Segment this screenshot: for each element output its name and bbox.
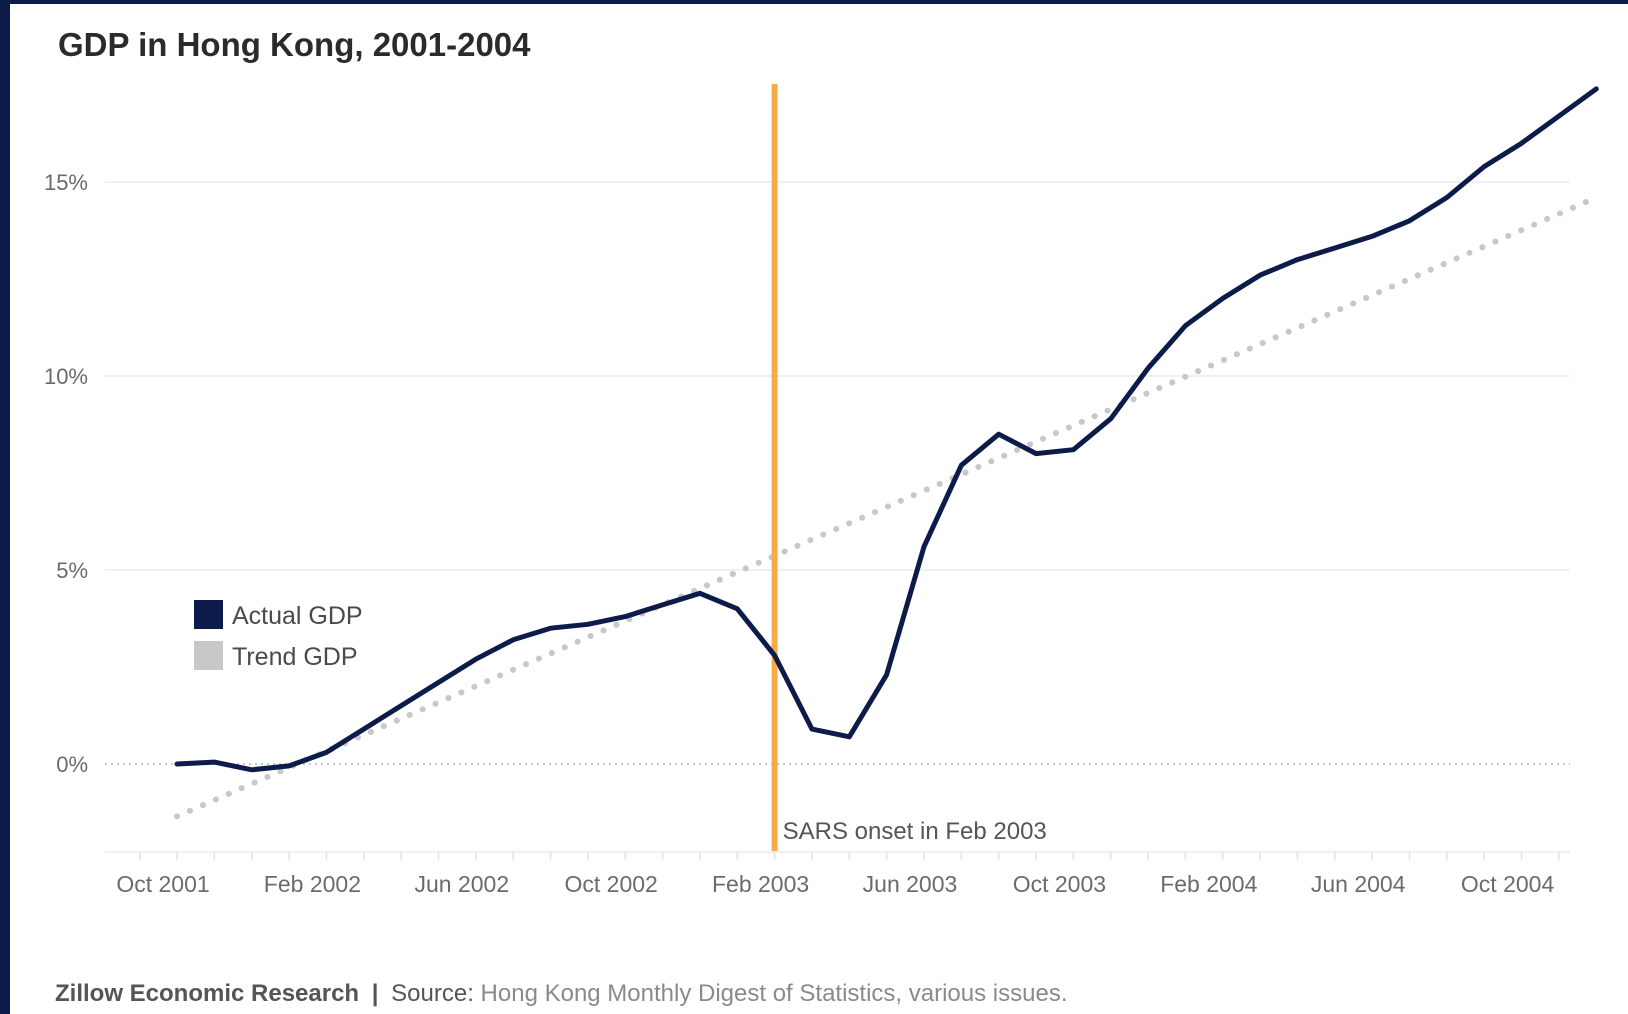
gdp-line-chart: SARS onset in Feb 2003 0% 5% 10% 15% Oct 200… [44,84,1600,897]
x-tick-label: Feb 2003 [712,871,809,897]
x-tick-label: Feb 2002 [264,871,361,897]
x-tick-label: Jun 2002 [414,871,509,897]
chart-title: GDP in Hong Kong, 2001-2004 [58,26,531,63]
footer-separator: | [371,980,379,1007]
legend-actual-gdp-swatch [194,600,223,629]
x-tick-label: Jun 2003 [863,871,958,897]
chart-frame: GDP in Hong Kong, 2001-2004 SARS onset i… [10,4,1628,1014]
legend-actual-gdp-label: Actual GDP [232,602,363,630]
y-tick-label: 0% [56,752,88,777]
trend-gdp-line [174,194,1600,820]
footer-brand: Zillow Economic Research [55,980,360,1007]
y-tick-label: 15% [44,170,88,195]
x-tick-label: Feb 2004 [1160,871,1257,897]
y-tick-label: 5% [56,558,88,583]
x-tick-label: Oct 2004 [1461,871,1555,897]
x-tick-label: Oct 2003 [1013,871,1106,897]
y-tick-label: 10% [44,364,88,389]
x-tick-label: Oct 2001 [116,871,209,897]
footer-source-text: Hong Kong Monthly Digest of Statistics, … [480,980,1068,1007]
legend-trend-gdp-swatch [194,641,223,670]
x-tick-label: Jun 2004 [1311,871,1406,897]
x-tick-label: Oct 2002 [565,871,658,897]
footer-source-label: Source: [391,980,474,1007]
sars-annotation: SARS onset in Feb 2003 [783,818,1047,845]
actual-gdp-line [174,86,1599,773]
legend-trend-gdp-label: Trend GDP [232,643,358,671]
chart-footer: Zillow Economic Research | Source: Hong … [55,980,1067,1008]
